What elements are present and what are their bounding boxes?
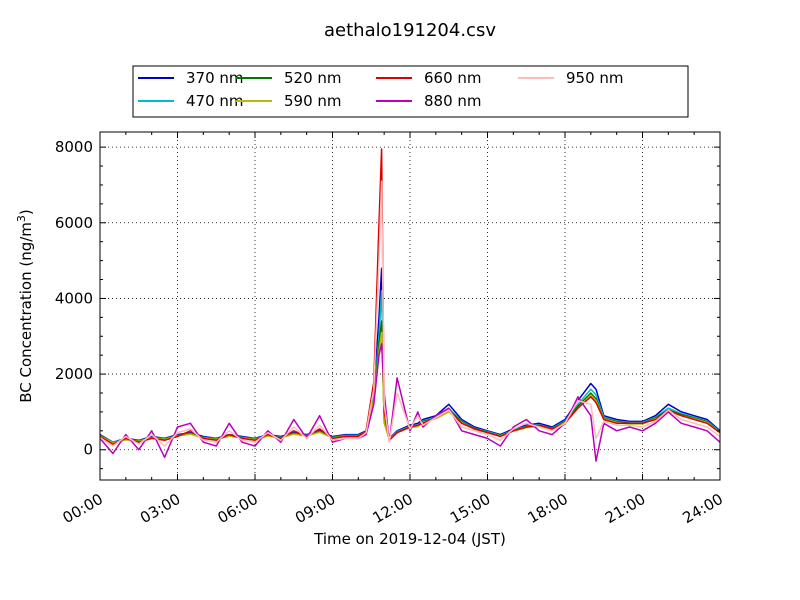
x-axis-label: Time on 2019-12-04 (JST) [313, 530, 506, 548]
plot-area [99, 131, 721, 481]
chart-title: aethalo191204.csv [324, 20, 496, 41]
legend-label: 470 nm [186, 92, 244, 110]
legend-box [132, 65, 689, 118]
legend-label: 660 nm [424, 69, 482, 87]
axis-ticks [99, 132, 721, 480]
legend-label: 880 nm [424, 92, 482, 110]
grid [99, 132, 721, 480]
legend-label: 520 nm [284, 69, 342, 87]
y-tick-label: 4000 [55, 289, 93, 307]
series-line-660-nm [100, 148, 720, 445]
y-tick-label: 0 [83, 441, 93, 459]
legend-label: 590 nm [284, 92, 342, 110]
series-lines [100, 148, 720, 462]
y-axis-label-main: BC Concentration (ng/m [17, 222, 35, 403]
y-tick-label: 2000 [55, 365, 93, 383]
legend-label: 950 nm [566, 69, 624, 87]
y-tick-label: 6000 [55, 214, 93, 232]
y-axis-label-close: ) [17, 209, 35, 215]
y-tick-label: 8000 [55, 138, 93, 156]
legend-label: 370 nm [186, 69, 244, 87]
series-line-880-nm [100, 343, 720, 462]
y-axis-label: BC Concentration (ng/m3) [15, 209, 35, 403]
y-axis-label-superscript: 3 [15, 215, 28, 222]
legend: 370 nm 470 nm 520 nm 590 nm 660 nm 880 nm 950 … [132, 65, 689, 118]
series-line-950-nm [100, 180, 720, 447]
